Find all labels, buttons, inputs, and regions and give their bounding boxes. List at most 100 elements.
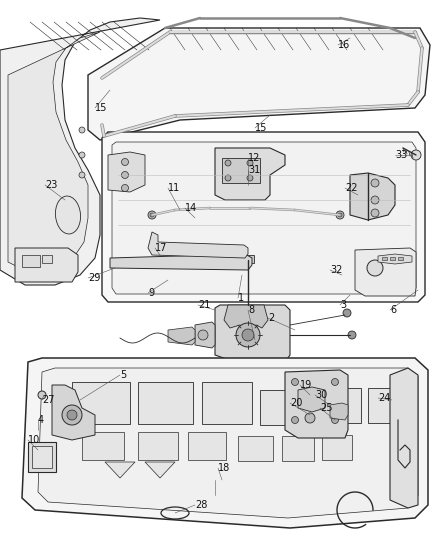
Bar (238, 436, 273, 461)
Circle shape (371, 209, 379, 217)
Text: 28: 28 (195, 500, 207, 510)
Circle shape (225, 160, 231, 166)
Polygon shape (298, 387, 325, 412)
Polygon shape (224, 305, 268, 330)
Polygon shape (52, 385, 95, 440)
Polygon shape (88, 28, 430, 140)
Text: 27: 27 (42, 395, 54, 405)
Bar (222, 158, 260, 183)
Circle shape (148, 211, 156, 219)
Circle shape (62, 405, 82, 425)
Polygon shape (108, 152, 145, 192)
Circle shape (67, 410, 77, 420)
Ellipse shape (56, 196, 81, 234)
Bar (138, 432, 178, 460)
Circle shape (371, 196, 379, 204)
Text: 18: 18 (218, 463, 230, 473)
Circle shape (371, 179, 379, 187)
Bar (22, 255, 40, 267)
Text: 9: 9 (148, 288, 154, 298)
Text: 23: 23 (45, 180, 57, 190)
Text: 32: 32 (330, 265, 343, 275)
Bar (72, 382, 130, 424)
Polygon shape (145, 462, 175, 478)
Text: 1: 1 (238, 293, 244, 303)
Circle shape (79, 127, 85, 133)
Text: 19: 19 (300, 380, 312, 390)
Circle shape (367, 260, 383, 276)
Polygon shape (110, 254, 252, 270)
Bar (282, 436, 314, 461)
Bar (138, 382, 193, 424)
Circle shape (38, 391, 46, 399)
Bar (28, 442, 56, 472)
Circle shape (336, 211, 344, 219)
Polygon shape (215, 148, 285, 200)
Circle shape (247, 160, 253, 166)
Circle shape (121, 172, 128, 179)
Text: 14: 14 (185, 203, 197, 213)
Polygon shape (112, 142, 416, 294)
Circle shape (292, 416, 299, 424)
Text: 24: 24 (378, 393, 390, 403)
Text: 2: 2 (268, 313, 274, 323)
Polygon shape (390, 368, 418, 508)
Text: 4: 4 (38, 415, 44, 425)
Bar (260, 390, 308, 425)
Polygon shape (38, 368, 418, 518)
Polygon shape (285, 370, 348, 438)
Polygon shape (22, 358, 428, 528)
Text: 20: 20 (290, 398, 302, 408)
Text: 16: 16 (338, 40, 350, 50)
Circle shape (305, 413, 315, 423)
Circle shape (121, 158, 128, 166)
Text: 30: 30 (315, 390, 327, 400)
Text: 29: 29 (88, 273, 100, 283)
Polygon shape (105, 462, 135, 478)
Polygon shape (102, 132, 425, 302)
Text: 15: 15 (95, 103, 107, 113)
Bar (242, 255, 254, 263)
Bar (390, 257, 395, 260)
Text: 12: 12 (248, 153, 260, 163)
Text: 31: 31 (248, 165, 260, 175)
Circle shape (121, 184, 128, 191)
Polygon shape (330, 403, 348, 420)
Circle shape (242, 329, 254, 341)
Polygon shape (168, 327, 195, 345)
Text: 25: 25 (320, 403, 332, 413)
Circle shape (338, 213, 342, 217)
Circle shape (225, 175, 231, 181)
Bar (82, 432, 124, 460)
Circle shape (411, 150, 421, 160)
Bar (322, 435, 352, 460)
Circle shape (236, 323, 260, 347)
Bar (382, 257, 387, 260)
Text: 21: 21 (198, 300, 210, 310)
Circle shape (332, 378, 339, 385)
Text: 8: 8 (248, 305, 254, 315)
Polygon shape (15, 248, 78, 282)
Circle shape (292, 378, 299, 385)
Text: 15: 15 (255, 123, 267, 133)
Circle shape (150, 213, 154, 217)
Polygon shape (378, 254, 412, 264)
Bar (202, 382, 252, 424)
Bar (42, 255, 52, 263)
Text: 6: 6 (390, 305, 396, 315)
Polygon shape (355, 248, 416, 296)
Circle shape (79, 172, 85, 178)
Text: 3: 3 (340, 300, 346, 310)
Text: 22: 22 (345, 183, 357, 193)
Text: 33: 33 (395, 150, 407, 160)
Bar (316, 388, 361, 423)
Circle shape (348, 331, 356, 339)
Bar (368, 388, 406, 423)
Bar (32, 446, 52, 468)
Text: 5: 5 (120, 370, 126, 380)
Text: 11: 11 (168, 183, 180, 193)
Bar (398, 257, 403, 260)
Circle shape (247, 175, 253, 181)
Polygon shape (195, 322, 215, 348)
Polygon shape (350, 173, 395, 220)
